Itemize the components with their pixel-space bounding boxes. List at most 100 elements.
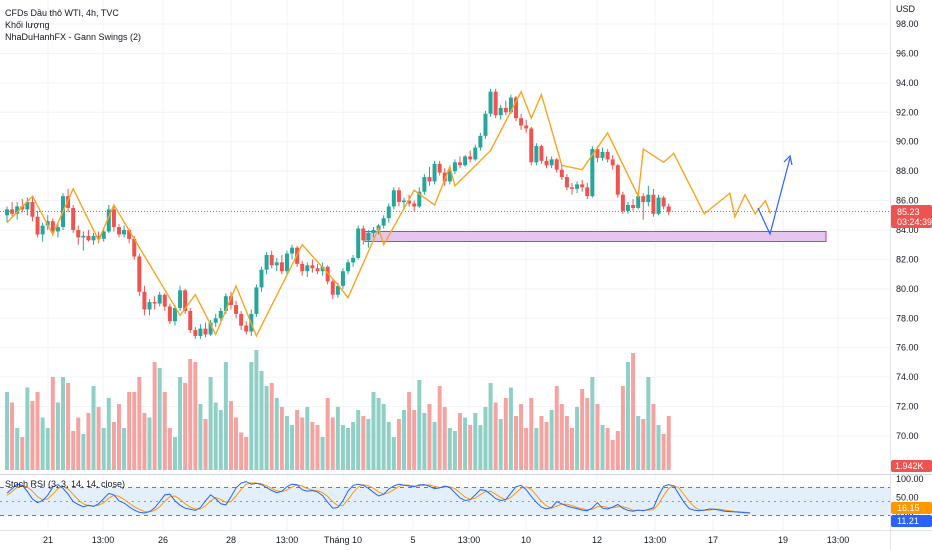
- candle: [666, 203, 671, 216]
- time-tick-label: 13:00: [92, 535, 115, 545]
- candle: [178, 285, 183, 311]
- volume-bar: [111, 422, 116, 470]
- candle-body: [575, 184, 580, 189]
- indicator-legend[interactable]: NhaDuHanhFX - Gann Swings (2): [5, 32, 141, 42]
- candle: [402, 197, 407, 208]
- price-tick-label: 88.00: [896, 166, 919, 176]
- candle: [493, 88, 498, 119]
- candle: [157, 291, 162, 307]
- volume-bar: [249, 362, 254, 470]
- candle-body: [524, 125, 529, 129]
- support-zone[interactable]: [364, 231, 827, 242]
- candle-body: [30, 202, 35, 217]
- candle-body: [610, 159, 615, 166]
- candle: [284, 250, 289, 275]
- candle: [478, 132, 483, 151]
- candle-body: [234, 305, 239, 314]
- volume-bar: [575, 407, 580, 470]
- volume-bar: [137, 377, 142, 470]
- candle: [564, 174, 569, 191]
- projection-arrow[interactable]: [757, 157, 791, 236]
- candle: [172, 305, 177, 326]
- volume-bar: [569, 428, 574, 470]
- volume-legend[interactable]: Khối lượng: [5, 20, 49, 30]
- candle: [137, 253, 142, 297]
- candle-body: [366, 232, 371, 241]
- candle-body: [279, 262, 284, 272]
- stoch-d-tag: 11.21: [891, 515, 932, 527]
- volume-bar: [290, 425, 295, 470]
- candle: [111, 206, 116, 232]
- volume-bar: [595, 404, 600, 470]
- chart-title-legend[interactable]: CFDs Dầu thô WTI, 4h, TVC: [5, 8, 119, 18]
- candle-body: [310, 265, 315, 269]
- candle: [605, 149, 610, 163]
- stoch-tick-label: 100.00: [896, 474, 924, 484]
- volume-bar: [101, 428, 106, 470]
- candle: [254, 284, 259, 317]
- candle: [152, 296, 157, 310]
- volume-bar: [127, 392, 132, 470]
- price-tick-label: 72.00: [896, 402, 919, 412]
- time-tick-label: 19: [778, 535, 788, 545]
- candle-body: [346, 262, 351, 272]
- candle-body: [381, 218, 386, 226]
- price-tick-label: 82.00: [896, 254, 919, 264]
- volume-bar: [193, 362, 198, 470]
- time-axis[interactable]: 21 13:00 26 28 13:00 Tháng 10 5 13:00 10 12 13:00 1…: [43, 535, 849, 545]
- candle: [519, 113, 524, 130]
- volume-bar: [208, 377, 213, 470]
- candle-body: [417, 191, 422, 207]
- time-tick-label: 13:00: [458, 535, 481, 545]
- candle-body: [641, 196, 646, 203]
- candle: [208, 319, 213, 336]
- candle: [81, 231, 86, 251]
- volume-bar: [335, 407, 340, 470]
- candle: [340, 268, 345, 289]
- candle-body: [244, 325, 249, 332]
- candle-body: [50, 221, 55, 232]
- candle: [625, 202, 630, 214]
- candle-body: [188, 310, 193, 331]
- candle-body: [412, 203, 417, 207]
- volume-bar: [234, 417, 239, 470]
- candle: [274, 257, 279, 272]
- candle: [244, 321, 249, 335]
- volume-bar: [468, 425, 473, 470]
- stoch-k-line: [6, 481, 751, 514]
- currency-label: USD: [896, 4, 916, 14]
- candle: [381, 215, 386, 229]
- candle: [539, 144, 544, 164]
- volume-bar: [493, 402, 498, 470]
- volume-bar: [524, 428, 529, 470]
- volume-bar: [300, 417, 305, 470]
- stoch-legend[interactable]: Stoch RSI (3, 3, 14, 14, close): [5, 479, 125, 489]
- candle: [330, 278, 335, 300]
- price-axis[interactable]: 98.00 96.00 94.00 92.00 90.00 88.00 86.00 84.00…: [896, 19, 924, 521]
- time-tick-label: 26: [158, 535, 168, 545]
- candle: [86, 230, 91, 242]
- candle-body: [580, 184, 585, 188]
- candle: [503, 100, 508, 116]
- candle-body: [631, 204, 636, 208]
- price-tick-label: 78.00: [896, 313, 919, 323]
- volume-bar: [463, 417, 468, 470]
- candle-body: [101, 231, 106, 239]
- candle-body: [488, 91, 493, 114]
- volume-bar: [580, 389, 585, 470]
- candle-body: [290, 247, 295, 254]
- volume-bar: [167, 428, 172, 470]
- candle-body: [178, 290, 183, 308]
- candle: [228, 291, 233, 310]
- volume-bar: [45, 428, 50, 470]
- volume-bar: [615, 431, 620, 470]
- candle-body: [152, 302, 157, 304]
- candle: [147, 299, 152, 316]
- volume-bar: [473, 413, 478, 470]
- candle: [101, 228, 106, 242]
- candle-body: [20, 206, 25, 210]
- volume-bar: [25, 387, 30, 470]
- volume-bar: [152, 362, 157, 470]
- volume-bar: [376, 398, 381, 470]
